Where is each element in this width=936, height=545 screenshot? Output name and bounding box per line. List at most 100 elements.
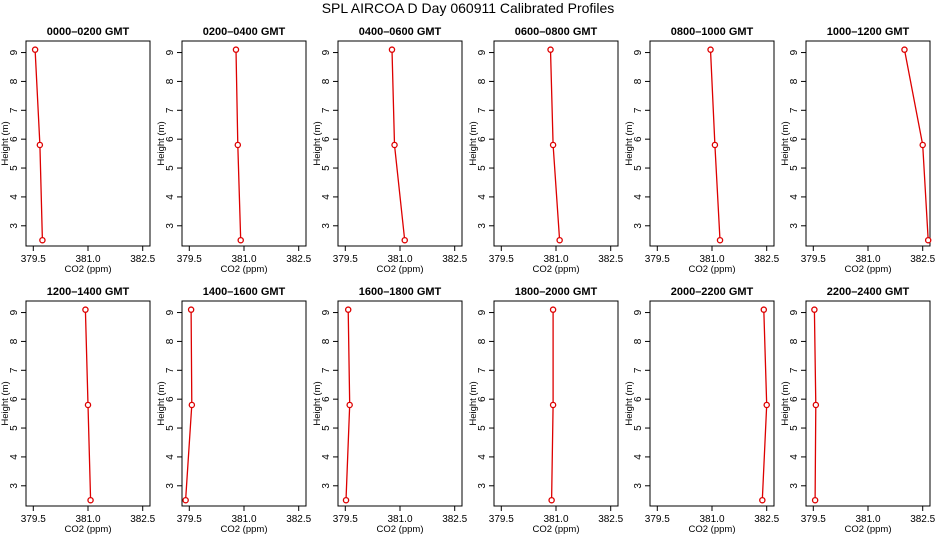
- y-axis-label: Height (m): [0, 121, 11, 165]
- panel: 0400–0600 GMT 379.5 381.0 382.5 3 4 5 6 7 8 9 CO2 (…: [312, 26, 468, 275]
- data-point: [401, 236, 408, 244]
- x-tick-label: 379.5: [801, 514, 826, 525]
- y-axis-label: Height (m): [156, 381, 167, 425]
- panel: 2200–2400 GMT 379.5 381.0 382.5 3 4 5 6 7 8 9 CO2 (…: [780, 286, 936, 535]
- panel: 1000–1200 GMT 379.5 381.0 382.5 3 4 5 6 7 8 9 CO2 (…: [780, 26, 936, 275]
- panel-frame: [493, 300, 619, 507]
- panel-title: 1000–1200 GMT: [827, 26, 910, 38]
- panel-title: 1200–1400 GMT: [47, 286, 130, 298]
- data-point: [237, 236, 244, 244]
- data-point: [344, 306, 352, 313]
- x-tick-label: 382.5: [598, 254, 623, 265]
- x-tick-label: 382.5: [130, 514, 155, 525]
- data-point: [548, 496, 555, 504]
- x-tick-label: 382.5: [754, 254, 779, 265]
- data-point: [547, 46, 554, 53]
- x-tick-label: 379.5: [489, 514, 514, 525]
- y-tick-label: 4: [633, 454, 644, 460]
- y-tick-label: 7: [633, 107, 644, 113]
- y-tick-label: 7: [789, 367, 800, 373]
- y-tick-label: 8: [9, 78, 20, 84]
- x-tick-label: 381.0: [543, 254, 568, 265]
- panel-title: 2000–2200 GMT: [671, 286, 754, 298]
- x-tick-label: 379.5: [177, 254, 202, 265]
- x-tick-label: 379.5: [801, 254, 826, 265]
- y-tick-label: 8: [9, 338, 20, 344]
- x-tick-label: 382.5: [130, 254, 155, 265]
- y-axis-label: Height (m): [0, 381, 11, 425]
- panel-title: 2200–2400 GMT: [827, 286, 910, 298]
- x-tick-label: 382.5: [442, 254, 467, 265]
- y-axis-label: Height (m): [468, 121, 479, 165]
- y-tick-label: 3: [789, 483, 800, 489]
- y-tick-label: 3: [9, 483, 20, 489]
- x-axis-label: CO2 (ppm): [221, 524, 268, 535]
- x-tick-label: 381.0: [543, 514, 568, 525]
- y-tick-label: 7: [477, 367, 488, 373]
- x-tick-label: 382.5: [442, 514, 467, 525]
- data-point: [391, 141, 398, 149]
- x-tick-label: 379.5: [645, 514, 670, 525]
- y-tick-label: 5: [165, 425, 176, 431]
- x-axis-label: CO2 (ppm): [533, 524, 580, 535]
- y-tick-label: 3: [633, 223, 644, 229]
- data-point: [234, 141, 242, 149]
- data-point: [759, 496, 766, 504]
- y-tick-label: 8: [165, 78, 176, 84]
- x-tick-label: 381.0: [699, 254, 724, 265]
- y-tick-label: 8: [477, 78, 488, 84]
- data-point: [87, 496, 94, 504]
- data-point: [760, 306, 768, 313]
- y-tick-label: 3: [321, 223, 332, 229]
- panel-frame: [181, 40, 307, 247]
- y-tick-label: 7: [321, 107, 332, 113]
- data-point: [82, 306, 89, 313]
- x-axis-label: CO2 (ppm): [689, 264, 736, 275]
- panel-frame: [25, 40, 151, 247]
- panel-frame: [649, 300, 775, 507]
- y-tick-label: 8: [789, 78, 800, 84]
- x-tick-label: 382.5: [598, 514, 623, 525]
- y-axis-label: Height (m): [156, 121, 167, 165]
- y-tick-label: 7: [165, 367, 176, 373]
- x-axis-label: CO2 (ppm): [689, 524, 736, 535]
- y-axis-label: Height (m): [312, 381, 323, 425]
- y-tick-label: 6: [477, 136, 488, 142]
- x-tick-label: 379.5: [489, 254, 514, 265]
- data-point: [549, 401, 557, 409]
- panel: 0200–0400 GMT 379.5 381.0 382.5 3 4 5 6 7 8 9 CO2 (…: [156, 26, 312, 275]
- y-tick-label: 5: [165, 165, 176, 171]
- y-tick-label: 6: [165, 136, 176, 142]
- panel: 1800–2000 GMT 379.5 381.0 382.5 3 4 5 6 7 8 9 CO2 (…: [468, 286, 624, 535]
- y-tick-label: 7: [789, 107, 800, 113]
- y-tick-label: 8: [321, 338, 332, 344]
- data-point: [707, 46, 714, 53]
- y-tick-label: 9: [9, 49, 20, 55]
- panel-title: 0600–0800 GMT: [515, 26, 598, 38]
- y-axis-label: Height (m): [780, 121, 791, 165]
- panel-title: 1400–1600 GMT: [203, 286, 286, 298]
- data-point: [182, 496, 189, 504]
- x-axis-label: CO2 (ppm): [65, 524, 112, 535]
- y-tick-label: 8: [321, 78, 332, 84]
- y-tick-label: 3: [9, 223, 20, 229]
- panel-frame: [337, 300, 463, 507]
- y-tick-label: 9: [9, 309, 20, 315]
- y-tick-label: 5: [633, 165, 644, 171]
- y-tick-label: 9: [789, 49, 800, 55]
- data-point: [388, 46, 396, 53]
- data-point: [556, 236, 563, 244]
- y-tick-label: 4: [633, 194, 644, 200]
- x-tick-label: 379.5: [177, 514, 202, 525]
- panel: 0600–0800 GMT 379.5 381.0 382.5 3 4 5 6 7 8 9 CO2 (…: [468, 26, 624, 275]
- data-point: [232, 46, 240, 53]
- data-point: [812, 401, 820, 409]
- data-point: [84, 401, 92, 409]
- x-axis-label: CO2 (ppm): [65, 264, 112, 275]
- y-tick-label: 7: [321, 367, 332, 373]
- y-tick-label: 4: [789, 454, 800, 460]
- panel-frame: [493, 40, 619, 247]
- y-tick-label: 8: [633, 338, 644, 344]
- x-tick-label: 379.5: [333, 514, 358, 525]
